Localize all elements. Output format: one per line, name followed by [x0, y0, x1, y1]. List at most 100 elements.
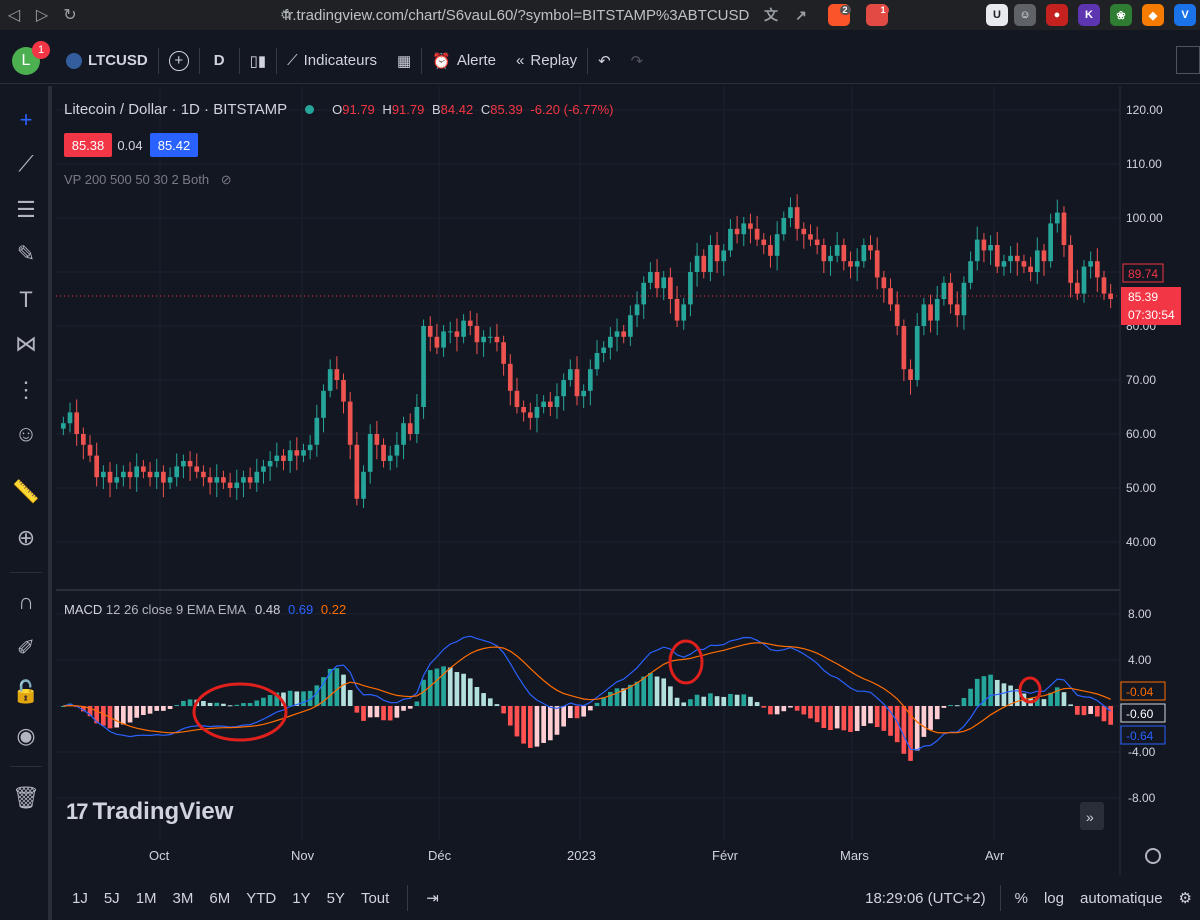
annotation-circle[interactable] — [1018, 676, 1042, 704]
range-1j[interactable]: 1J — [72, 889, 88, 907]
clock-label[interactable]: 18:29:06 (UTC+2) — [865, 889, 986, 907]
divider — [421, 47, 423, 74]
sell-button[interactable]: 85.38 — [64, 133, 112, 157]
ext-shield-icon[interactable]: U — [986, 4, 1008, 26]
fib-icon[interactable]: ☰ — [16, 197, 36, 222]
candle-body — [761, 239, 767, 245]
interval-button[interactable]: D — [213, 52, 225, 69]
signal-tag-bg — [1120, 681, 1166, 701]
text-icon[interactable]: T — [19, 287, 33, 312]
range-1y[interactable]: 1Y — [292, 889, 311, 907]
range-5y[interactable]: 5Y — [326, 889, 345, 907]
range-6m[interactable]: 6M — [209, 889, 231, 907]
range-3m[interactable]: 3M — [172, 889, 194, 907]
zoom-icon[interactable]: ⊕ — [16, 525, 36, 550]
ext-face-icon[interactable]: ☺ — [1014, 4, 1036, 26]
high-label: H — [382, 102, 392, 117]
brush-icon[interactable]: ✎ — [16, 241, 36, 266]
ruler-icon[interactable]: 📏 — [12, 479, 40, 504]
macd-histogram-bar — [227, 705, 233, 707]
eye-hidden-icon[interactable]: ⊘ — [220, 172, 232, 187]
compare-button[interactable]: + — [159, 38, 199, 84]
candle-body — [1041, 250, 1047, 262]
macd-histogram-bar — [681, 702, 687, 706]
percent-toggle[interactable]: % — [1014, 889, 1028, 907]
candle-body — [681, 304, 687, 321]
macd-histogram-bar — [888, 706, 893, 736]
scroll-to-realtime-button[interactable] — [1080, 802, 1104, 830]
gear-icon[interactable] — [1145, 848, 1161, 864]
forward-icon[interactable]: ▷ — [35, 7, 49, 24]
candle-body — [254, 471, 260, 483]
reload-icon[interactable]: ↻ — [63, 7, 77, 24]
macd-histogram-bar — [988, 674, 993, 706]
macd-scale[interactable]: 8.00 4.00 -4.00 -8.00 — [1128, 607, 1156, 805]
trash-icon[interactable]: 🗑 — [12, 785, 40, 810]
candle-body — [434, 336, 440, 348]
ext-k-icon[interactable]: K — [1078, 4, 1100, 26]
ext-red-icon[interactable]: ● — [1046, 4, 1068, 26]
macd-histogram-bar — [147, 706, 153, 714]
chart-settings-icon[interactable]: ⚙ — [1178, 890, 1192, 907]
grid — [56, 86, 1120, 840]
macd-histogram-bar — [781, 706, 787, 712]
range-ytd[interactable]: YTD — [246, 889, 277, 907]
back-icon[interactable]: ◁ — [7, 7, 21, 24]
redo-button[interactable]: ↷ — [621, 38, 654, 84]
emoji-icon[interactable]: ☺ — [14, 421, 38, 446]
range-all[interactable]: Tout — [360, 889, 390, 907]
candle-body — [501, 342, 506, 364]
last-price-tag: 85.39 — [1128, 290, 1158, 304]
share-icon[interactable]: ↗ — [795, 6, 807, 23]
annotation-circle[interactable] — [668, 639, 704, 685]
buy-button[interactable]: 85.42 — [150, 133, 198, 157]
ext-v-icon[interactable]: V — [1174, 4, 1196, 26]
macd-histogram-bar — [401, 706, 406, 711]
trendline-icon[interactable]: ⟋ — [18, 151, 34, 176]
eye-icon[interactable]: ◉ — [16, 723, 36, 748]
alert-button[interactable]: ⏰ Alerte — [422, 38, 506, 84]
ext-frog-icon[interactable]: ❀ — [1110, 4, 1132, 26]
candle-body — [954, 304, 960, 316]
metamask-icon[interactable]: ◆ — [1142, 4, 1164, 26]
divider — [238, 47, 240, 74]
range-1m[interactable]: 1M — [135, 889, 157, 907]
undo-button[interactable]: ↶ — [588, 38, 621, 84]
last-price-tag-bg — [1121, 287, 1181, 325]
log-toggle[interactable]: log — [1043, 889, 1064, 907]
user-avatar[interactable]: L 1 — [0, 38, 56, 84]
replay-button[interactable]: « Replay — [506, 38, 587, 84]
magnet-icon[interactable]: ∩ — [18, 589, 34, 614]
symbol-title[interactable]: Litecoin / Dollar · 1D · BITSTAMP — [64, 101, 288, 118]
macd-scale-label: 4.00 — [1128, 653, 1152, 667]
templates-button[interactable]: ▦ — [387, 38, 421, 84]
chart-type-button[interactable]: ▯▮ — [240, 38, 277, 84]
plus-icon: + — [168, 50, 189, 71]
volume-profile-legend[interactable]: VP 200 500 50 30 2 Both ⊘ — [64, 172, 232, 188]
candle-body — [1021, 261, 1027, 267]
brave-rewards-icon[interactable]: 1 — [866, 4, 889, 26]
range-5j[interactable]: 5J — [103, 889, 120, 907]
macd-legend[interactable]: MACD 12 26 close 9 EMA EMA 0.48 0.69 0.2… — [64, 602, 346, 617]
goto-date-icon[interactable]: ⇥ — [426, 890, 439, 907]
translate-icon[interactable]: 文 — [764, 7, 778, 23]
indicators-button[interactable]: ⟋ Indicateurs — [277, 38, 387, 84]
crosshair-icon[interactable]: + — [19, 107, 33, 132]
pattern-icon[interactable]: ⋈ — [15, 331, 37, 356]
url-bar[interactable]: ⚙ fr.tradingview.com/chart/S6vauL60/?sym… — [240, 3, 890, 27]
candle-body — [221, 477, 226, 483]
auto-toggle[interactable]: automatique — [1079, 889, 1163, 907]
hl-price-tag: 89.74 — [1128, 267, 1158, 281]
symbol-search[interactable]: LTCUSD — [56, 38, 158, 84]
annotation-circle[interactable] — [192, 682, 288, 742]
brave-shield-icon[interactable]: 2 — [828, 4, 851, 26]
lock-icon[interactable]: 🔓 — [12, 679, 40, 704]
price-scale[interactable]: 120.00110.00100.0090.0080.0070.0060.0050… — [1126, 103, 1163, 549]
candle-body — [261, 466, 266, 472]
site-info-icon[interactable]: ⚙ — [280, 7, 292, 22]
macd-histogram-bar — [354, 706, 360, 713]
lock-draw-icon[interactable]: ✐ — [16, 635, 36, 660]
macd-histogram-bar — [1068, 704, 1073, 706]
prediction-icon[interactable]: ⋮ — [15, 377, 37, 402]
